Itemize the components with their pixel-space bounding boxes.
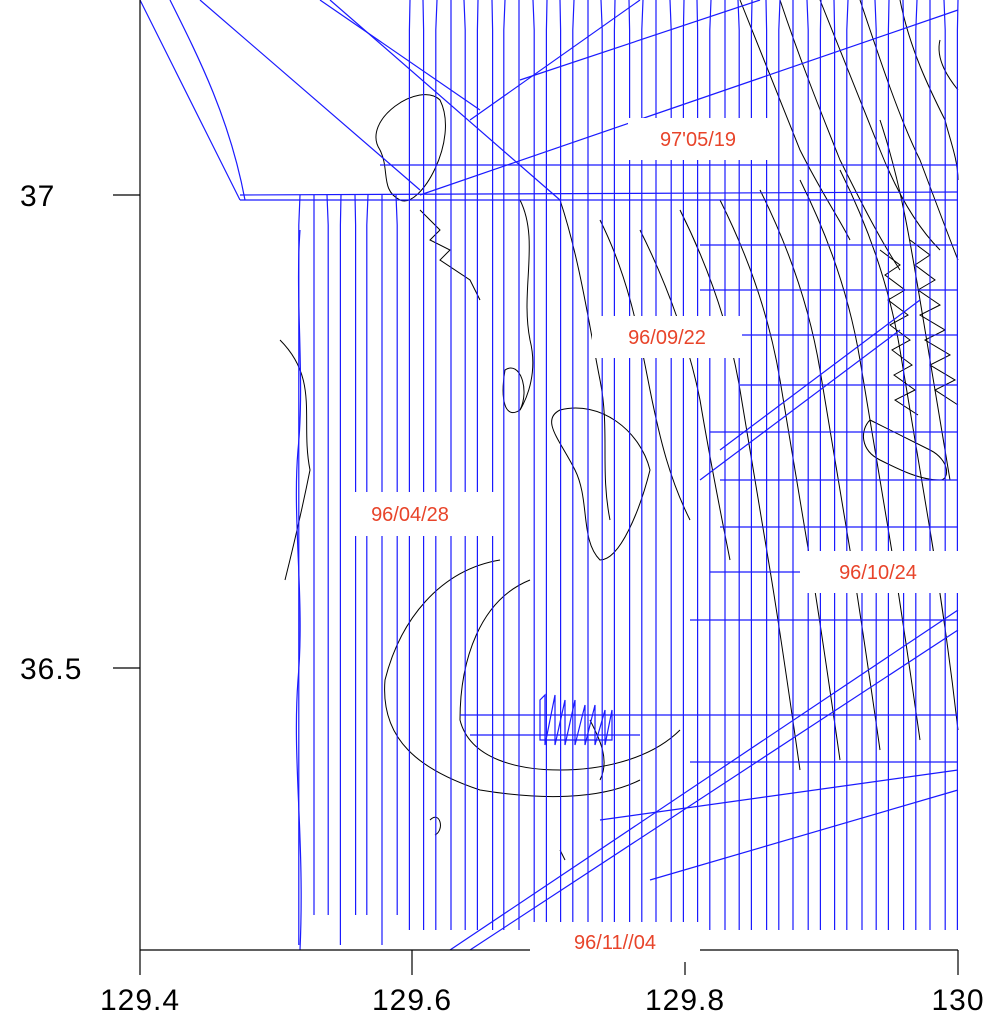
contour-line	[759, 189, 881, 751]
label-background	[628, 118, 768, 160]
survey-track	[806, 0, 809, 930]
survey-date-label: 97'05/19	[660, 129, 736, 151]
survey-track	[476, 0, 479, 930]
survey-track	[915, 0, 918, 930]
survey-track	[778, 0, 781, 930]
survey-track	[649, 789, 959, 881]
contour-line	[639, 229, 731, 561]
survey-track	[819, 0, 822, 930]
label-background	[592, 316, 742, 358]
survey-track	[956, 0, 959, 930]
x-tick-label: 129.8	[645, 984, 725, 1015]
label-background	[350, 492, 500, 536]
survey-track	[354, 194, 357, 915]
survey-track	[139, 0, 241, 201]
x-tick-label: 129.6	[372, 984, 452, 1015]
y-tick-label: 36.5	[20, 653, 82, 686]
survey-track	[532, 0, 535, 930]
survey-track	[366, 194, 369, 915]
contour-line	[779, 0, 901, 271]
survey-track	[329, 0, 561, 201]
contour-line	[719, 199, 841, 761]
contour-line	[419, 209, 481, 301]
survey-track	[469, 629, 959, 951]
survey-track	[572, 0, 575, 930]
contour-line	[384, 559, 641, 798]
survey-track	[169, 0, 246, 201]
label-background	[530, 922, 700, 962]
survey-track	[599, 769, 959, 821]
survey-track	[874, 0, 877, 930]
contour-line	[909, 239, 959, 406]
survey-track	[463, 0, 466, 930]
survey-track	[449, 609, 959, 951]
contour-line	[551, 407, 651, 561]
contour-line	[819, 0, 941, 251]
survey-track	[419, 9, 959, 196]
survey-track	[539, 693, 613, 746]
contour-line	[559, 199, 611, 521]
survey-track	[491, 0, 494, 930]
survey-track	[545, 0, 548, 930]
survey-date-label: 96/11//04	[574, 932, 656, 954]
survey-date-labels: 97'05/19 96/09/22 96/04/28 96/10/24 96/1…	[350, 118, 958, 962]
survey-track	[469, 0, 641, 121]
x-tick-label: 129.4	[100, 984, 180, 1015]
survey-date-label: 96/09/22	[628, 327, 706, 349]
survey-track	[600, 0, 603, 930]
contour-line	[279, 339, 311, 581]
survey-track	[902, 0, 905, 930]
survey-date-label: 96/04/28	[371, 504, 449, 526]
survey-track	[239, 191, 959, 196]
contour-line	[375, 94, 446, 202]
survey-track	[519, 0, 761, 81]
contour-line	[519, 199, 534, 411]
survey-track	[199, 0, 421, 191]
contour-line	[679, 209, 801, 771]
survey-track	[613, 0, 616, 930]
survey-track	[435, 0, 438, 930]
contour-line	[938, 39, 959, 91]
survey-track	[559, 0, 562, 930]
survey-track	[295, 229, 302, 951]
map-axes: 37 36.5 129.4 129.6 129.8 130	[20, 0, 984, 1015]
contour-line	[899, 0, 959, 181]
survey-date-label: 96/10/24	[839, 562, 917, 584]
survey-track	[408, 0, 411, 930]
survey-track	[719, 299, 921, 451]
y-tick-label: 37	[20, 180, 55, 213]
survey-track	[395, 194, 398, 915]
survey-track	[943, 0, 946, 930]
survey-track	[833, 0, 836, 930]
survey-track	[319, 0, 481, 111]
survey-track	[326, 194, 329, 915]
contour-line	[599, 219, 691, 521]
survey-track	[422, 0, 425, 930]
contour-line	[459, 579, 681, 771]
survey-track	[503, 0, 506, 930]
x-tick-label: 130	[931, 984, 984, 1015]
survey-track	[339, 194, 342, 945]
survey-track	[699, 329, 901, 481]
contour-line	[739, 0, 851, 241]
label-background	[800, 551, 958, 593]
survey-track	[887, 0, 890, 930]
contour-line	[429, 816, 441, 836]
survey-track	[846, 0, 849, 930]
